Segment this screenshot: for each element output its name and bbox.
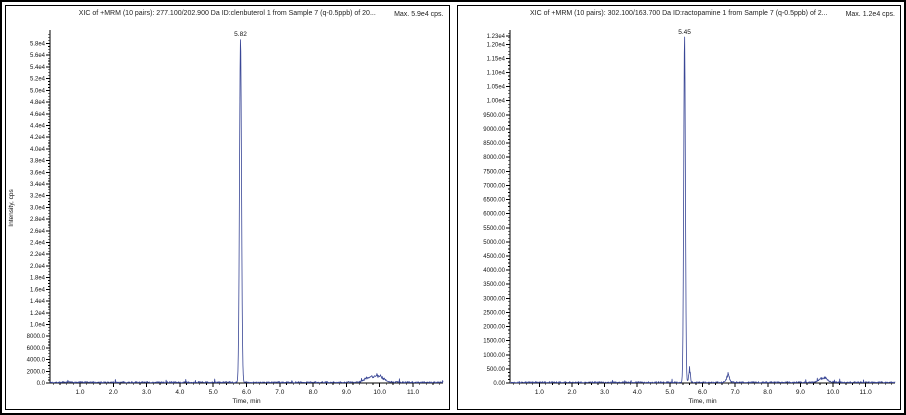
y-axis-tick-label: 2.2e4 [30, 252, 46, 258]
x-axis-tick-label: 3.0 [142, 389, 151, 396]
y-axis-tick-label: 3.0e4 [30, 205, 46, 211]
x-axis-tick-label: 8.0 [763, 389, 772, 396]
y-axis-tick-label: 5500.00 [483, 226, 505, 232]
panel-title: XIC of +MRM (10 pairs): 277.100/202.900 … [78, 10, 376, 17]
y-axis-tick-label: 3500.00 [483, 282, 505, 288]
panel-title-row: XIC of +MRM (10 pairs): 277.100/202.900 … [6, 6, 449, 23]
y-axis-tick-label: 1.00e4 [486, 99, 505, 105]
y-axis-tick-label: 4.6e4 [30, 112, 46, 118]
y-axis-tick-label: 0.0 [37, 381, 46, 387]
y-axis-tick-label: 3.8e4 [30, 159, 46, 165]
x-axis-tick-label: 3.0 [600, 389, 609, 396]
x-axis-tick-label: 6.0 [697, 389, 706, 396]
x-axis-tick-label: 10.0 [373, 389, 386, 396]
y-axis-tick-label: 4.2e4 [30, 135, 46, 141]
y-axis-tick-label: 6000.00 [483, 212, 505, 218]
y-axis-tick-label: 4.0e4 [30, 147, 46, 153]
y-axis-tick-label: 5000.00 [483, 240, 505, 246]
y-axis-tick-label: 8000.0 [27, 334, 46, 340]
y-axis-tick-label: 8000.00 [483, 155, 505, 161]
y-axis-title: Intensity, cps [8, 189, 15, 227]
plot-area: 0.0 2000.0 4000.0 6000.0 8000.0 1.0e4 1.2e4 1.4… [6, 23, 449, 409]
chromatogram-panel-clenbuterol: XIC of +MRM (10 pairs): 277.100/202.900 … [5, 5, 450, 410]
y-axis-tick-label: 5.8e4 [30, 42, 46, 48]
x-axis-tick-label: 2.0 [567, 389, 576, 396]
y-axis-tick-label: 2.0e4 [30, 264, 46, 270]
y-axis-tick-label: 2500.00 [483, 310, 505, 316]
x-axis-tick-label: 7.0 [730, 389, 739, 396]
y-axis-tick-label: 2000.00 [483, 325, 505, 331]
y-axis-tick-label: 7500.00 [483, 169, 505, 175]
y-axis-tick-label: 5.0e4 [30, 88, 46, 94]
chromatogram-plot-ractopamine: 0.00 500.00 1000.00 1500.00 2000.00 2500.00 30… [483, 29, 895, 405]
y-axis-tick-label: 1.20e4 [486, 42, 505, 48]
y-axis-tick-label: 1.4e4 [30, 299, 46, 305]
x-axis-tick-label: 11.0 [407, 389, 420, 396]
y-axis-tick-label: 1.23e4 [486, 34, 505, 40]
y-axis-tick-label: 3.6e4 [30, 170, 46, 176]
y-axis-tick-label: 1.10e4 [486, 71, 505, 77]
panel-title-row: XIC of +MRM (10 pairs): 302.100/163.700 … [458, 6, 901, 23]
y-axis-tick-label: 4.4e4 [30, 123, 46, 129]
y-axis-tick-label: 5.4e4 [30, 65, 46, 71]
peak-retention-time-label: 5.82 [234, 31, 247, 38]
y-axis-tick-label: 5.2e4 [30, 77, 46, 83]
y-axis-tick-label: 6500.00 [483, 198, 505, 204]
y-axis-tick-label: 4.8e4 [30, 100, 46, 106]
max-intensity-label: Max. 1.2e4 cps. [845, 11, 895, 18]
y-axis-tick-label: 9000.00 [483, 127, 505, 133]
x-axis-tick-label: 10.0 [826, 389, 839, 396]
chromatogram-panel-ractopamine: XIC of +MRM (10 pairs): 302.100/163.700 … [456, 5, 901, 410]
y-axis-tick-label: 2.4e4 [30, 241, 46, 247]
y-axis-tick-label: 1500.00 [483, 339, 505, 345]
x-axis-tick-label: 6.0 [242, 389, 251, 396]
y-axis-tick-label: 4000.00 [483, 268, 505, 274]
max-intensity-label: Max. 5.9e4 cps. [394, 11, 444, 18]
y-axis-tick-label: 0.00 [493, 381, 505, 387]
x-axis-tick-label: 9.0 [795, 389, 804, 396]
y-axis-tick-label: 4000.0 [27, 358, 46, 364]
x-axis-title: Time, min [688, 398, 717, 405]
chromatogram-plot-clenbuterol: 0.0 2000.0 4000.0 6000.0 8000.0 1.0e4 1.2e4 1.4… [8, 30, 444, 405]
y-axis-tick-label: 500.00 [486, 367, 505, 373]
x-axis-tick-label: 1.0 [534, 389, 543, 396]
y-axis-tick-label: 1000.00 [483, 353, 505, 359]
y-axis-tick-label: 1.05e4 [486, 85, 505, 91]
y-axis-tick-label: 1.8e4 [30, 276, 46, 282]
x-axis-tick-label: 8.0 [309, 389, 318, 396]
x-axis-tick-label: 4.0 [632, 389, 641, 396]
y-axis-tick-label: 3.4e4 [30, 182, 46, 188]
y-axis-tick-label: 1.2e4 [30, 311, 46, 317]
x-axis-title: Time, min [232, 398, 261, 405]
y-axis-tick-label: 3.2e4 [30, 194, 46, 200]
y-axis-tick-label: 1.0e4 [30, 322, 46, 328]
y-axis-tick-label: 1.6e4 [30, 287, 46, 293]
y-axis-tick-label: 7000.00 [483, 183, 505, 189]
y-axis-tick-label: 4500.00 [483, 254, 505, 260]
chromatogram-trace [49, 39, 444, 384]
y-axis-tick-label: 8500.00 [483, 141, 505, 147]
y-axis-tick-label: 2000.0 [27, 369, 46, 375]
x-axis-tick-label: 1.0 [75, 389, 84, 396]
x-axis-tick-label: 7.0 [275, 389, 284, 396]
peak-retention-time-label: 5.45 [678, 29, 691, 36]
y-axis-tick-label: 3000.00 [483, 296, 505, 302]
x-axis-tick-label: 4.0 [175, 389, 184, 396]
x-axis-tick-label: 11.0 [859, 389, 872, 396]
y-axis-tick-label: 5.6e4 [30, 53, 46, 59]
x-axis-tick-label: 5.0 [665, 389, 674, 396]
y-axis-tick-label: 1.15e4 [486, 56, 505, 62]
plot-area: 0.00 500.00 1000.00 1500.00 2000.00 2500.00 30… [458, 23, 901, 409]
x-axis-tick-label: 5.0 [209, 389, 218, 396]
y-axis-tick-label: 6000.0 [27, 346, 46, 352]
x-axis-tick-label: 9.0 [342, 389, 351, 396]
y-axis-tick-label: 2.8e4 [30, 217, 46, 223]
y-axis-tick-label: 2.6e4 [30, 229, 46, 235]
panel-title: XIC of +MRM (10 pairs): 302.100/163.700 … [530, 10, 828, 17]
y-axis-tick-label: 9500.00 [483, 113, 505, 119]
chromatogram-trace [509, 36, 895, 384]
x-axis-tick-label: 2.0 [109, 389, 118, 396]
